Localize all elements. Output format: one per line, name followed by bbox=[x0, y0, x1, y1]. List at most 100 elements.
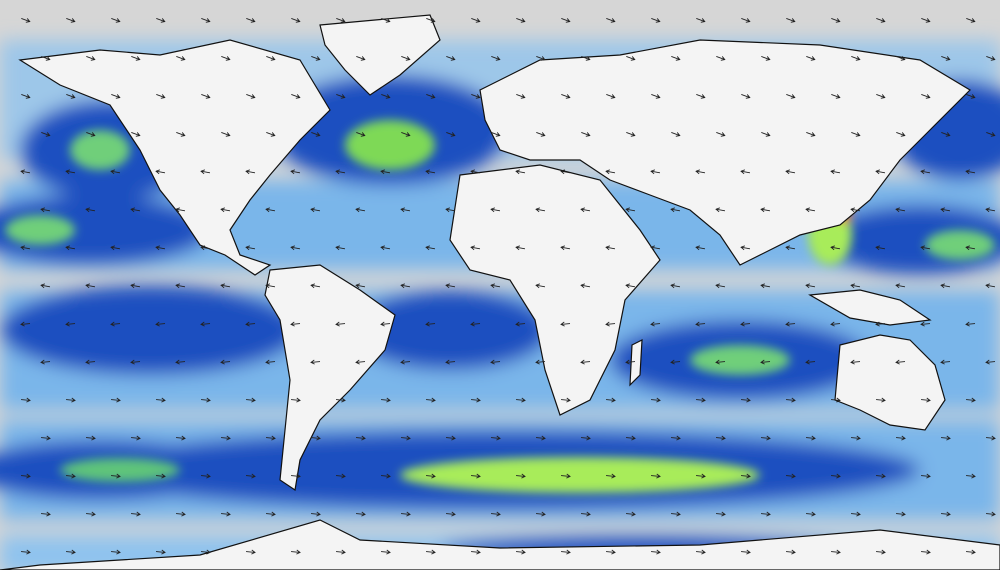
wind-arrow bbox=[175, 207, 186, 213]
wind-arrow bbox=[535, 207, 546, 213]
wind-arrow bbox=[426, 18, 436, 23]
wind-arrow bbox=[671, 56, 681, 61]
wind-arrow bbox=[761, 511, 771, 517]
wind-arrow bbox=[715, 283, 726, 289]
wind-arrow bbox=[41, 56, 51, 61]
wind-arrow bbox=[650, 245, 661, 251]
wind-arrow bbox=[626, 511, 636, 517]
wind-arrow bbox=[21, 94, 31, 99]
wind-arrow bbox=[445, 207, 456, 213]
wind-arrow bbox=[246, 94, 256, 99]
wind-arrow bbox=[265, 359, 276, 365]
wind-arrow bbox=[41, 511, 51, 517]
wind-arrow bbox=[876, 549, 886, 555]
wind-arrow bbox=[940, 283, 951, 289]
wind-arrow bbox=[201, 18, 211, 23]
wind-arrow bbox=[85, 359, 96, 365]
wind-arrow bbox=[515, 245, 526, 251]
wind-arrow bbox=[740, 169, 751, 175]
wind-arrow bbox=[66, 549, 76, 555]
wind-arrow bbox=[560, 245, 571, 251]
wind-arrow bbox=[850, 283, 861, 289]
wind-arrow bbox=[86, 435, 96, 441]
wind-arrow bbox=[221, 132, 231, 137]
wind-arrow bbox=[65, 321, 76, 327]
wind-arrow bbox=[715, 359, 726, 365]
wind-arrow bbox=[291, 18, 301, 23]
wind-arrow bbox=[471, 397, 481, 403]
wind-arrow bbox=[696, 549, 706, 555]
wind-arrow bbox=[651, 94, 661, 99]
wind-arrow bbox=[426, 549, 436, 555]
wind-arrow bbox=[245, 169, 256, 175]
wind-arrow bbox=[941, 511, 951, 517]
wind-arrow bbox=[131, 132, 141, 137]
wind-arrow bbox=[85, 207, 96, 213]
wind-arrow bbox=[626, 435, 636, 441]
africa bbox=[449, 164, 661, 416]
wind-arrow bbox=[716, 132, 726, 137]
wind-arrow bbox=[966, 94, 976, 99]
wind-arrow bbox=[741, 18, 751, 23]
wind-arrow bbox=[266, 56, 276, 61]
wind-arrow bbox=[806, 132, 816, 137]
wind-arrow bbox=[401, 132, 411, 137]
wind-arrow bbox=[831, 549, 841, 555]
wind-arrow bbox=[470, 245, 481, 251]
wind-arrow bbox=[715, 207, 726, 213]
wind-arrow bbox=[921, 18, 931, 23]
wind-arrow bbox=[490, 207, 501, 213]
wind-arrow bbox=[155, 245, 166, 251]
wind-arrow bbox=[245, 245, 256, 251]
wind-arrow bbox=[246, 18, 256, 23]
wind-arrow bbox=[896, 132, 906, 137]
wind-arrow bbox=[220, 207, 231, 213]
wind-arrow bbox=[446, 435, 456, 441]
wind-arrow bbox=[291, 549, 301, 555]
wind-arrow bbox=[111, 473, 121, 479]
wind-arrow bbox=[41, 435, 51, 441]
wind-arrow bbox=[310, 283, 321, 289]
wind-arrow bbox=[200, 245, 211, 251]
wind-arrow bbox=[580, 283, 591, 289]
wind-arrow bbox=[716, 435, 726, 441]
jet-cores bbox=[5, 120, 995, 493]
wind-arrow bbox=[155, 169, 166, 175]
wind-arrow bbox=[626, 132, 636, 137]
wind-arrow bbox=[851, 511, 861, 517]
wind-arrow bbox=[40, 207, 51, 213]
wind-arrow bbox=[985, 207, 996, 213]
wind-arrow bbox=[311, 56, 321, 61]
wind-arrow bbox=[895, 359, 906, 365]
wind-arrow bbox=[561, 473, 571, 479]
wind-arrow bbox=[965, 169, 976, 175]
wind-arrow bbox=[695, 169, 706, 175]
wind-arrow bbox=[761, 435, 771, 441]
wind-arrow bbox=[940, 207, 951, 213]
wind-arrow bbox=[606, 18, 616, 23]
wind-arrow bbox=[605, 245, 616, 251]
wind-arrow bbox=[130, 283, 141, 289]
wind-arrow bbox=[470, 321, 481, 327]
wind-arrow bbox=[696, 18, 706, 23]
greenland bbox=[319, 14, 441, 96]
wind-arrow bbox=[986, 511, 996, 517]
wind-arrow bbox=[760, 207, 771, 213]
landmasses bbox=[0, 14, 1000, 570]
south-america bbox=[264, 264, 396, 492]
wind-arrow bbox=[471, 549, 481, 555]
wind-arrow bbox=[381, 18, 391, 23]
wind-arrow bbox=[426, 94, 436, 99]
wind-arrow bbox=[606, 397, 616, 403]
wind-arrow bbox=[336, 397, 346, 403]
wind-arrow bbox=[941, 435, 951, 441]
wind-arrow bbox=[130, 359, 141, 365]
wind-arrow bbox=[580, 207, 591, 213]
wind-arrow bbox=[695, 321, 706, 327]
europe-asia bbox=[479, 39, 971, 266]
wind-arrow bbox=[625, 207, 636, 213]
wind-arrow bbox=[896, 435, 906, 441]
wind-arrow bbox=[830, 245, 841, 251]
wind-arrow bbox=[760, 283, 771, 289]
wind-arrow bbox=[985, 359, 996, 365]
